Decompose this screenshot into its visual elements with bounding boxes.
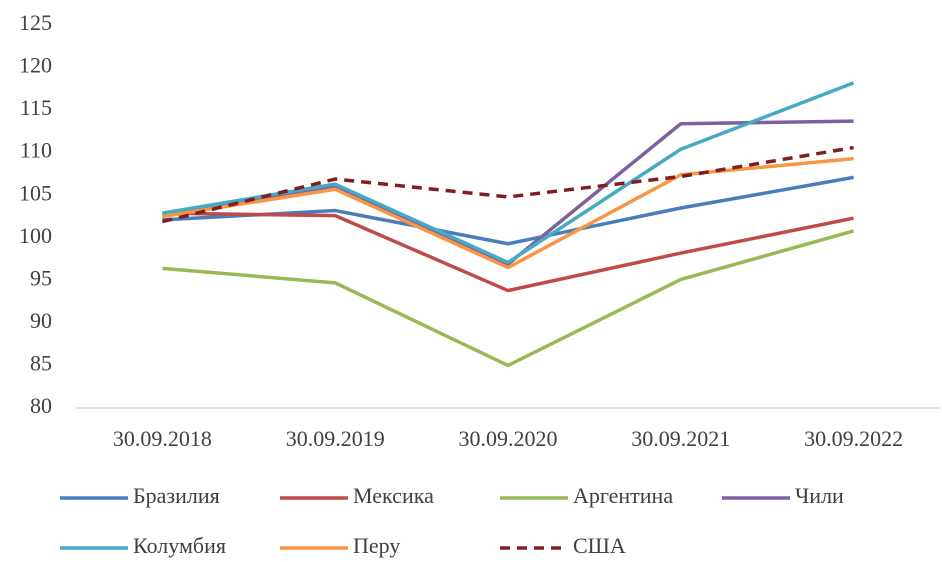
series-line <box>161 145 854 224</box>
x-tick-label: 30.09.2018 <box>113 426 212 451</box>
y-tick-label: 80 <box>30 393 52 418</box>
x-tick-label: 30.09.2019 <box>286 426 385 451</box>
series-line <box>162 211 854 293</box>
series-line <box>162 175 854 246</box>
x-tick-label: 30.09.2021 <box>631 426 730 451</box>
x-tick-label: 30.09.2022 <box>804 426 903 451</box>
legend-label: Аргентина <box>573 483 673 508</box>
y-tick-label: 90 <box>30 308 52 333</box>
y-tick-label: 120 <box>19 53 52 78</box>
y-tick-label: 115 <box>20 95 52 120</box>
y-tick-label: 100 <box>19 223 52 248</box>
y-tick-label: 105 <box>19 180 52 205</box>
legend-label: Колумбия <box>133 533 226 558</box>
series-line <box>162 229 855 368</box>
legend-label: США <box>573 533 626 558</box>
y-tick-label: 95 <box>30 265 52 290</box>
y-tick-label: 125 <box>19 10 52 35</box>
series-line <box>162 81 855 265</box>
legend-label: Мексика <box>353 483 434 508</box>
legend-label: Бразилия <box>133 483 220 508</box>
y-tick-label: 110 <box>20 138 52 163</box>
x-tick-label: 30.09.2020 <box>459 426 558 451</box>
series-line <box>162 156 854 270</box>
y-tick-label: 85 <box>30 350 52 375</box>
legend-label: Перу <box>353 533 400 558</box>
legend-label: Чили <box>795 483 844 508</box>
